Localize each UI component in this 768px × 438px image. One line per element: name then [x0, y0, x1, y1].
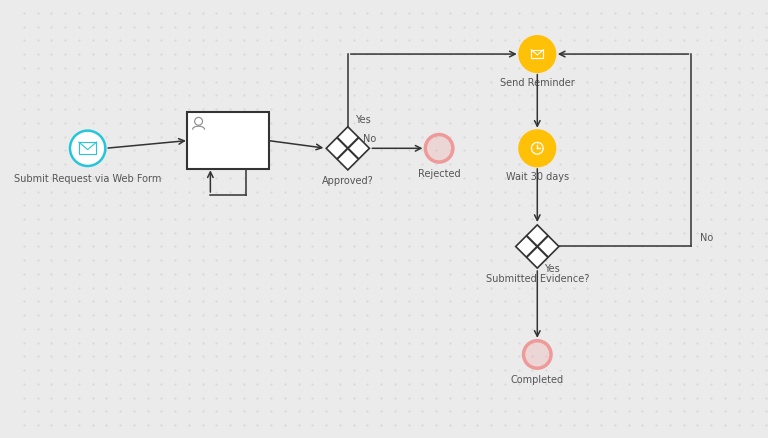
Text: No: No [362, 134, 376, 144]
Text: Approve
Request: Approve Request [207, 133, 250, 155]
Text: Completed: Completed [511, 374, 564, 384]
Polygon shape [515, 226, 559, 268]
Text: Submitted Evidence?: Submitted Evidence? [485, 273, 589, 283]
Circle shape [520, 131, 555, 166]
Circle shape [70, 131, 105, 166]
Circle shape [524, 341, 551, 368]
Text: Wait 30 days: Wait 30 days [505, 172, 569, 181]
Bar [531, 51, 544, 59]
Circle shape [425, 135, 453, 162]
Circle shape [524, 42, 551, 68]
Text: Send Reminder: Send Reminder [500, 78, 574, 88]
FancyBboxPatch shape [187, 113, 269, 170]
Text: Yes: Yes [355, 115, 370, 124]
Bar [79, 143, 97, 155]
Text: Approved?: Approved? [322, 175, 374, 185]
Text: No: No [700, 232, 713, 242]
Polygon shape [326, 127, 369, 170]
Text: Rejected: Rejected [418, 169, 461, 179]
Circle shape [524, 136, 551, 162]
Circle shape [520, 37, 555, 73]
Text: Yes: Yes [545, 264, 560, 273]
Text: Submit Request via Web Form: Submit Request via Web Form [14, 173, 161, 184]
